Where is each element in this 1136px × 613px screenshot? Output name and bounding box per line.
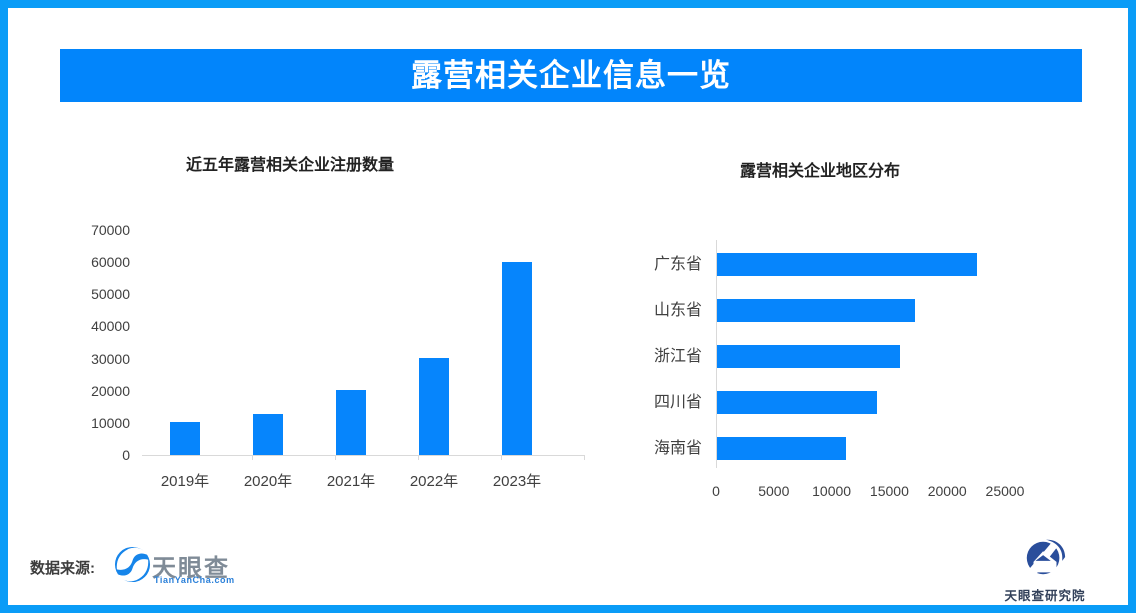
y-tick-label: 60000 [91, 254, 130, 271]
category-label: 山东省 [653, 301, 702, 319]
x-axis-label: 2022年 [409, 473, 459, 490]
y-tick-label: 70000 [91, 222, 130, 238]
right-chart-category-axis: 广东省山东省浙江省四川省海南省 [596, 240, 702, 468]
y-tick-label: 10000 [91, 414, 130, 431]
bar-四川省 [717, 391, 877, 414]
axis-tick [501, 456, 502, 460]
bar-2021年 [336, 390, 366, 455]
bar-2023年 [502, 262, 532, 455]
left-chart-title: 近五年露营相关企业注册数量 [186, 157, 395, 174]
x-tick-label: 10000 [812, 483, 852, 499]
axis-tick [584, 456, 585, 460]
x-axis-label: 2023年 [492, 473, 542, 490]
bar-2022年 [419, 358, 449, 455]
y-tick-label: 20000 [91, 382, 130, 399]
category-label: 海南省 [653, 439, 702, 457]
data-source-label: 数据来源: [30, 560, 95, 577]
x-tick-label: 0 [712, 483, 720, 499]
bar-山东省 [717, 299, 915, 322]
tianyancha-logo-subtext: TianYanCha.com [154, 575, 235, 585]
bar-2019年 [170, 422, 200, 455]
axis-tick [335, 456, 336, 460]
bar-海南省 [717, 437, 846, 460]
x-axis-label: 2019年 [160, 473, 210, 490]
right-chart-x-axis: 0 5000 10000 15000 20000 25000 [712, 483, 1024, 499]
category-label: 浙江省 [653, 347, 702, 365]
x-tick-label: 25000 [985, 483, 1025, 499]
bar-广东省 [717, 253, 977, 276]
bar-2020年 [253, 414, 283, 455]
right-chart-y-axis-line [716, 240, 717, 468]
right-chart-plot [716, 240, 1008, 468]
x-tick-label: 5000 [758, 483, 790, 499]
left-chart-y-axis: 0 10000 20000 30000 40000 50000 60000 70000 [55, 222, 130, 463]
axis-tick [252, 456, 253, 460]
x-tick-label: 20000 [927, 483, 967, 499]
y-tick-label: 30000 [91, 350, 130, 367]
tianyancha-eye-swirl-icon [114, 546, 151, 588]
bar-浙江省 [717, 345, 900, 368]
y-tick-label: 40000 [91, 318, 130, 335]
x-tick-label: 15000 [869, 483, 909, 499]
left-chart-plot: 2019年 2020年 2021年 2022年 2023年 [142, 230, 585, 490]
category-label: 四川省 [653, 393, 702, 411]
tianyancha-logo-text: 天眼查 [152, 555, 230, 582]
axis-tick [418, 456, 419, 460]
category-label: 广东省 [653, 255, 702, 273]
page-title-banner: 露营相关企业信息一览 [60, 49, 1082, 102]
research-institute-logo: 天眼查研究院 [990, 537, 1100, 604]
x-axis-label: 2021年 [326, 473, 376, 490]
page-title: 露营相关企业信息一览 [411, 58, 731, 93]
x-axis-label: 2020年 [243, 473, 293, 490]
institute-name: 天眼查研究院 [1004, 589, 1086, 603]
institute-mountain-circle-icon [1022, 537, 1068, 583]
y-tick-label: 0 [122, 447, 130, 463]
right-chart-title: 露营相关企业地区分布 [740, 163, 901, 180]
y-tick-label: 50000 [91, 286, 130, 303]
left-chart-x-axis-line [142, 455, 585, 456]
